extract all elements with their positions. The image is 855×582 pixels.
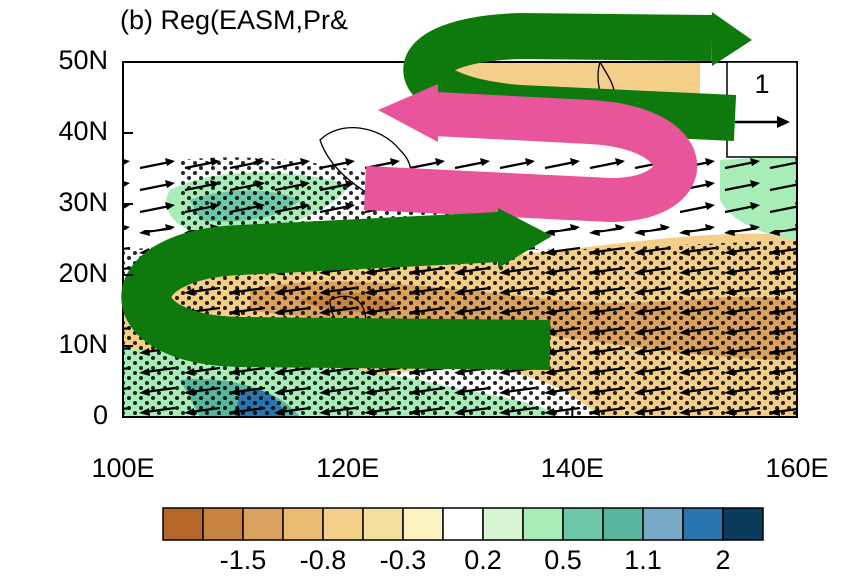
colorbar-box bbox=[162, 507, 204, 541]
y-tick-label: 20N bbox=[58, 258, 108, 288]
reference-vector-box: 1 bbox=[726, 61, 798, 158]
y-tick-label: 0 bbox=[93, 400, 108, 430]
colorbar-tick-label: -1.5 bbox=[220, 545, 267, 575]
reference-vector-label: 1 bbox=[754, 69, 769, 99]
y-tick-label: 30N bbox=[58, 187, 108, 217]
colorbar-box bbox=[282, 507, 324, 541]
colorbar-tick-label: 0.5 bbox=[544, 545, 582, 575]
colorbar-box bbox=[642, 507, 684, 541]
colorbar-box bbox=[562, 507, 604, 541]
y-tick-label: 10N bbox=[58, 329, 108, 359]
colorbar: -1.5 -0.8 -0.3 0.2 0.5 1.1 2 bbox=[162, 507, 764, 575]
colorbar-tick-label: -0.8 bbox=[300, 545, 347, 575]
axes: 100E 120E 140E 160E 0 10N 20N 30N 40N 50N bbox=[58, 45, 828, 483]
annotation-arrows bbox=[121, 12, 752, 370]
colorbar-box bbox=[682, 507, 724, 541]
colorbar-box bbox=[722, 507, 764, 541]
colorbar-box bbox=[362, 507, 404, 541]
colorbar-box bbox=[402, 507, 444, 541]
colorbar-tick-label: 1.1 bbox=[624, 545, 662, 575]
colorbar-tick-label: -0.3 bbox=[380, 545, 427, 575]
x-tick-label: 120E bbox=[316, 453, 379, 483]
colorbar-box bbox=[242, 507, 284, 541]
x-tick-label: 160E bbox=[765, 453, 828, 483]
x-tick-label: 100E bbox=[91, 453, 154, 483]
colorbar-box bbox=[442, 507, 484, 541]
y-tick-label: 50N bbox=[58, 45, 108, 75]
colorbar-box bbox=[522, 507, 564, 541]
y-tick-label: 40N bbox=[58, 116, 108, 146]
colorbar-box bbox=[202, 507, 244, 541]
colorbar-tick-label: 0.2 bbox=[464, 545, 502, 575]
colorbar-box bbox=[602, 507, 644, 541]
title: (b) Reg(EASM,Pr& bbox=[120, 5, 348, 35]
colorbar-box bbox=[322, 507, 364, 541]
colorbar-tick-label: 2 bbox=[715, 545, 730, 575]
x-tick-label: 140E bbox=[541, 453, 604, 483]
colorbar-box bbox=[482, 507, 524, 541]
